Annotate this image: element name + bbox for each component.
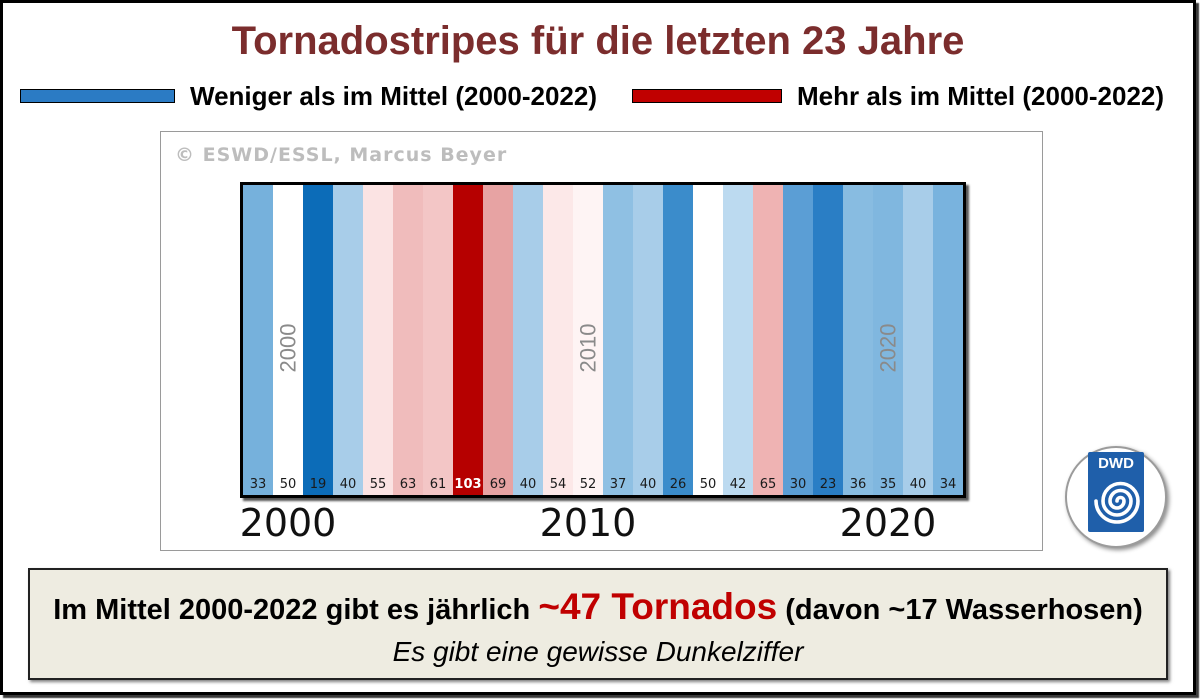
legend-label-more: Mehr als im Mittel (2000-2022) — [797, 81, 1165, 111]
x-tick-label: 2000 — [239, 501, 337, 545]
stripe-value-label: 40 — [520, 477, 537, 492]
stripe-value-label: 50 — [700, 477, 717, 492]
legend-label-less: Weniger als im Mittel (2000-2022) — [190, 81, 598, 111]
summary-box: Im Mittel 2000-2022 gibt es jährlich ~47… — [28, 568, 1168, 680]
stripe-value-label: 35 — [880, 477, 897, 492]
stripe — [753, 185, 784, 495]
stripe-value-label: 37 — [610, 477, 627, 492]
stripe — [603, 185, 634, 495]
stripe-year-label: 2020 — [876, 324, 901, 373]
stripe-value-label: 36 — [850, 477, 867, 492]
stripe — [273, 185, 304, 495]
legend-swatch-more — [632, 89, 782, 103]
summary-text-after: (davon ~17 Wasserhosen) — [785, 594, 1143, 626]
stripe-year-label: 2010 — [576, 324, 601, 373]
summary-text-before: Im Mittel 2000-2022 gibt es jährlich — [53, 594, 531, 626]
stripes-box: 2000 2010 2020 33 50 19 40 55 63 61 103 69 40 54 52 37 4… — [240, 182, 966, 498]
stripes-svg: 2000 2010 2020 33 50 19 40 55 63 61 103 69 40 54 52 37 4… — [243, 185, 963, 495]
x-tick-label: 2020 — [839, 501, 937, 545]
stripe — [873, 185, 904, 495]
stripe-value-label: 65 — [760, 477, 777, 492]
x-axis-ticks: 2000 2010 2020 — [239, 501, 963, 545]
stripe-value-label: 50 — [280, 477, 297, 492]
stripe-value-label: 54 — [550, 477, 567, 492]
stripe — [483, 185, 514, 495]
stripe — [813, 185, 844, 495]
stripe — [243, 185, 274, 495]
stripe-value-label: 40 — [910, 477, 927, 492]
summary-line: Im Mittel 2000-2022 gibt es jährlich ~47… — [30, 585, 1166, 632]
stripe — [723, 185, 754, 495]
stripe-value-label: 52 — [580, 477, 597, 492]
spiral-icon — [1094, 481, 1140, 524]
stripe-year-label: 2000 — [276, 324, 301, 373]
stripe-value-label: 23 — [820, 477, 837, 492]
stripe — [933, 185, 963, 495]
chart-frame: © ESWD/ESSL, Marcus Beyer 2000 2010 2020 33… — [160, 131, 1043, 551]
stripe — [783, 185, 814, 495]
stripe — [393, 185, 424, 495]
stripe — [543, 185, 574, 495]
stripe — [363, 185, 394, 495]
stripe-value-label: 34 — [940, 477, 957, 492]
logo-text: DWD — [1098, 455, 1134, 472]
stripe-value-label: 103 — [454, 477, 481, 492]
stripe-value-label: 42 — [730, 477, 747, 492]
stripe-value-label: 40 — [640, 477, 657, 492]
stripe-value-label: 40 — [340, 477, 357, 492]
stripe — [513, 185, 544, 495]
stripe — [663, 185, 694, 495]
summary-note: Es gibt eine gewisse Dunkelziffer — [392, 636, 804, 667]
stripe — [573, 185, 604, 495]
copyright-notice: © ESWD/ESSL, Marcus Beyer — [175, 144, 508, 166]
stripe — [453, 185, 484, 495]
stripe-value-label: 30 — [790, 477, 807, 492]
x-tick-label: 2010 — [539, 501, 637, 545]
stripe — [903, 185, 934, 495]
stripe — [843, 185, 874, 495]
stripe-value-label: 19 — [310, 477, 327, 492]
stripe — [423, 185, 454, 495]
stripe-value-label: 55 — [370, 477, 387, 492]
stripe — [303, 185, 334, 495]
dwd-logo: DWD — [1065, 446, 1167, 548]
stripe-value-label: 63 — [400, 477, 417, 492]
stripe — [693, 185, 724, 495]
stripe — [633, 185, 664, 495]
stripe — [333, 185, 364, 495]
stripe-value-label: 33 — [250, 477, 267, 492]
stripe-value-label: 26 — [670, 477, 687, 492]
stripe-value-label: 69 — [490, 477, 507, 492]
legend-swatch-less — [20, 89, 175, 103]
summary-highlight: ~47 Tornados — [538, 586, 778, 627]
page-title: Tornadostripes für die letzten 23 Jahre — [231, 19, 965, 63]
stripe-value-label: 61 — [430, 477, 447, 492]
